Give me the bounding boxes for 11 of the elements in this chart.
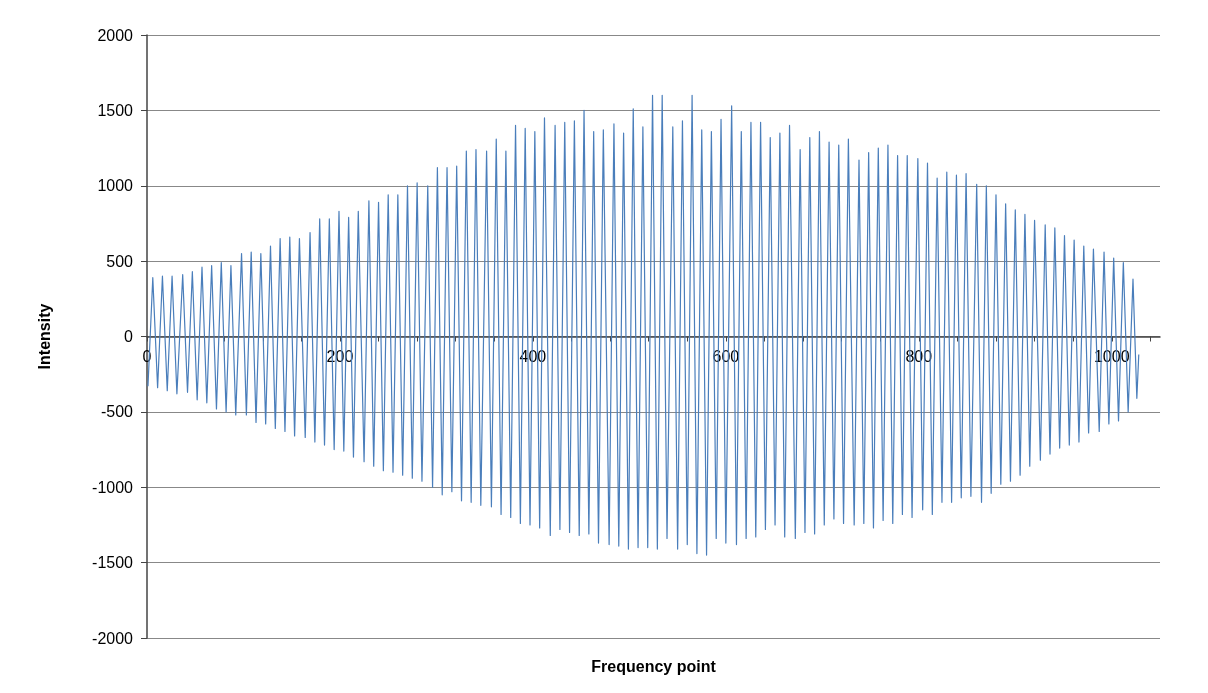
y-tick-label: 2000 xyxy=(97,26,134,44)
y-tick-label: 1500 xyxy=(97,101,134,119)
y-tick-label: -1000 xyxy=(92,478,134,496)
y-tick-label: 1000 xyxy=(97,177,134,195)
y-tick-label: 500 xyxy=(106,252,134,270)
y-tick-label: -500 xyxy=(100,403,134,421)
x-axis-title: Frequency point xyxy=(591,657,717,675)
y-tick-label: -2000 xyxy=(92,629,134,647)
y-axis-title: Intensity xyxy=(35,303,53,370)
y-tick-label: -1500 xyxy=(92,554,134,572)
y-tick-label: 0 xyxy=(124,328,134,345)
